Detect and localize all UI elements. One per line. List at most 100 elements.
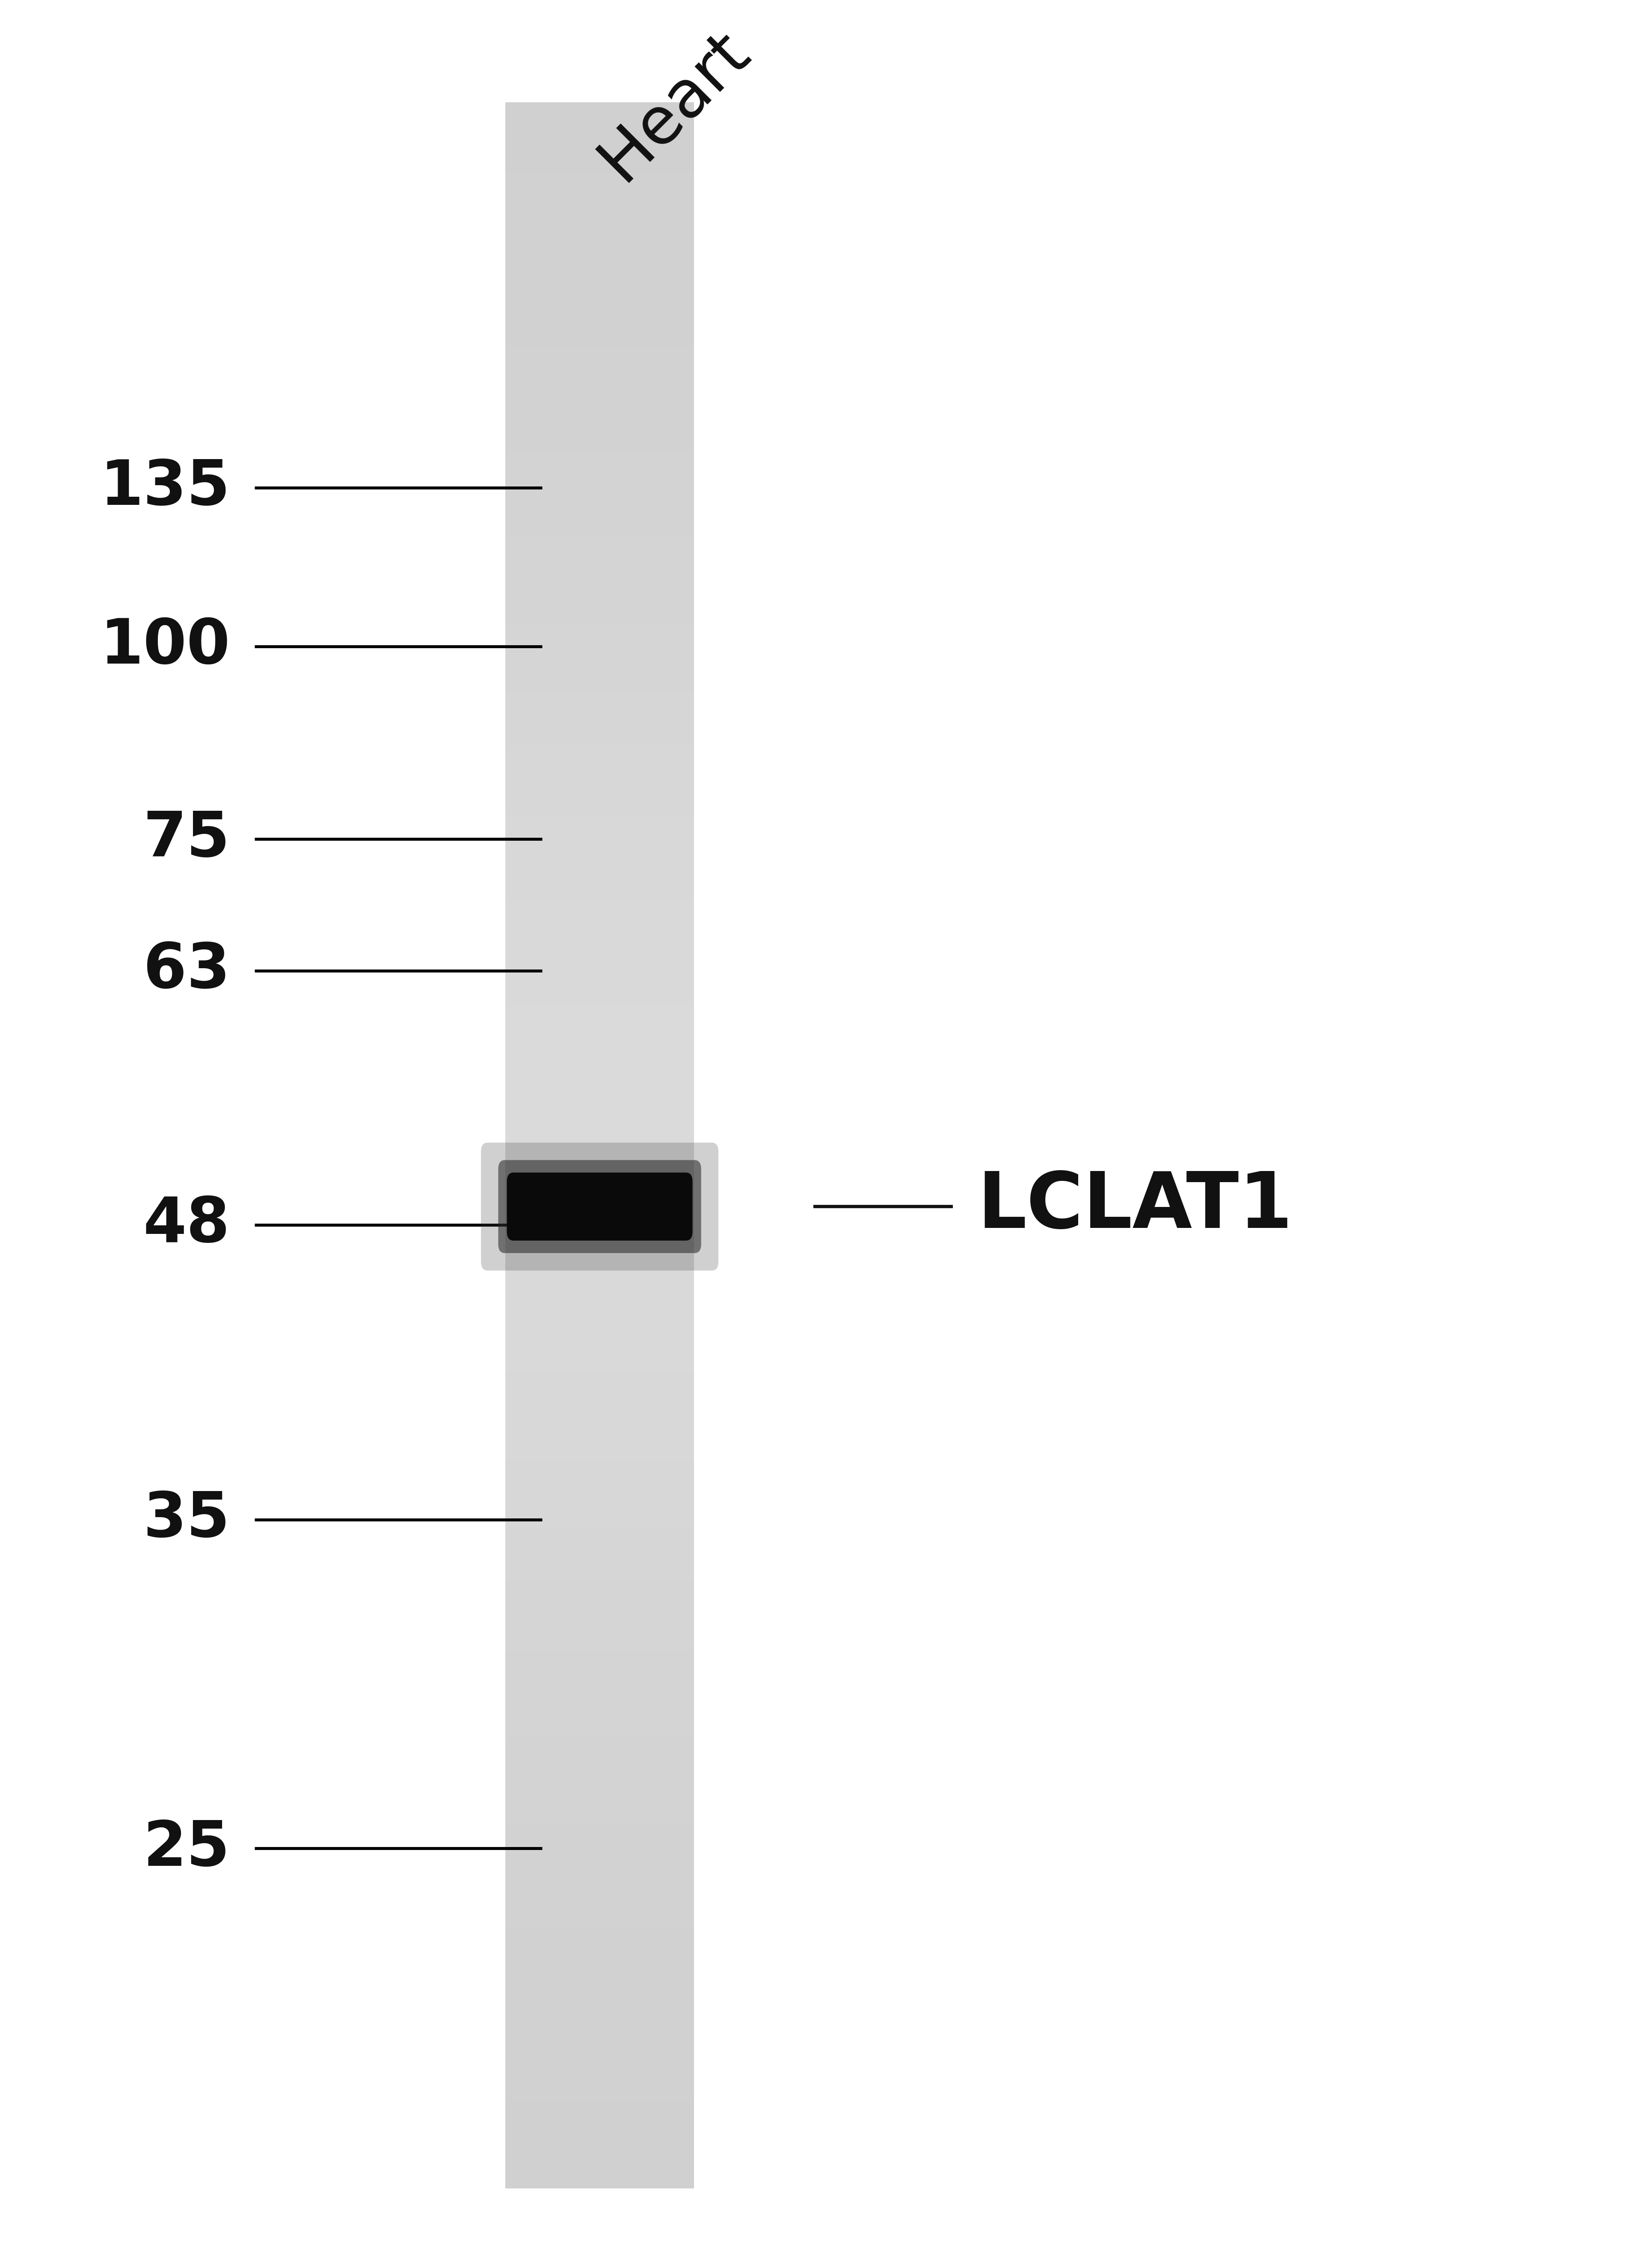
Bar xyxy=(506,1041,693,1059)
Bar xyxy=(506,1876,693,1894)
Bar xyxy=(506,1440,693,1458)
Bar xyxy=(506,2084,693,2102)
Bar xyxy=(506,415,693,433)
Bar xyxy=(506,1458,693,1476)
Bar xyxy=(506,311,693,329)
Bar xyxy=(506,1615,693,1633)
Bar xyxy=(506,1093,693,1111)
Bar xyxy=(506,240,693,259)
Bar xyxy=(506,1268,693,1284)
Bar xyxy=(506,1250,693,1268)
Bar xyxy=(506,1023,693,1041)
Bar xyxy=(506,1597,693,1615)
Bar xyxy=(506,2102,693,2118)
Bar xyxy=(506,102,693,120)
Bar xyxy=(506,676,693,694)
Bar xyxy=(506,2032,693,2050)
Bar xyxy=(506,553,693,572)
Bar xyxy=(506,832,693,850)
Text: Heart: Heart xyxy=(588,18,761,193)
Bar xyxy=(506,485,693,501)
Bar xyxy=(506,1320,693,1336)
Bar xyxy=(506,188,693,206)
Bar xyxy=(506,1962,693,1980)
Bar xyxy=(506,746,693,762)
Bar xyxy=(506,1075,693,1093)
Bar xyxy=(506,1805,693,1823)
Bar xyxy=(506,1753,693,1771)
Bar xyxy=(506,1529,693,1545)
Bar xyxy=(506,433,693,449)
Bar xyxy=(506,1980,693,1998)
Bar xyxy=(506,1492,693,1510)
Bar xyxy=(506,363,693,381)
Bar xyxy=(506,642,693,658)
Bar xyxy=(506,2066,693,2084)
Bar xyxy=(506,1216,693,1232)
Bar xyxy=(506,572,693,590)
Bar xyxy=(506,1823,693,1842)
Text: 48: 48 xyxy=(143,1195,230,1254)
Bar xyxy=(506,1581,693,1597)
Bar xyxy=(506,1336,693,1354)
Bar xyxy=(506,658,693,676)
Bar xyxy=(506,1198,693,1216)
Bar xyxy=(506,1701,693,1719)
Bar xyxy=(506,120,693,136)
Bar xyxy=(506,903,693,919)
Bar xyxy=(506,1354,693,1372)
Bar xyxy=(506,1111,693,1127)
Text: LCLAT1: LCLAT1 xyxy=(978,1168,1293,1245)
Bar xyxy=(506,1145,693,1163)
Bar xyxy=(506,850,693,866)
Bar xyxy=(506,1685,693,1701)
Bar xyxy=(506,1894,693,1910)
Bar xyxy=(506,1179,693,1198)
Bar xyxy=(506,467,693,485)
Bar xyxy=(506,206,693,225)
Bar xyxy=(506,1928,693,1946)
Bar xyxy=(506,1302,693,1320)
Bar xyxy=(506,172,693,188)
Bar xyxy=(506,1649,693,1667)
Bar xyxy=(506,1910,693,1928)
Bar xyxy=(506,2170,693,2189)
Bar xyxy=(506,1007,693,1023)
Bar xyxy=(506,1406,693,1424)
Bar xyxy=(506,814,693,832)
Bar xyxy=(506,937,693,955)
Bar xyxy=(506,780,693,798)
Bar xyxy=(506,225,693,240)
Bar xyxy=(506,694,693,710)
Bar xyxy=(506,345,693,363)
FancyBboxPatch shape xyxy=(506,1173,693,1241)
Bar xyxy=(506,762,693,780)
Bar xyxy=(506,501,693,519)
Bar xyxy=(506,1857,693,1876)
Bar xyxy=(506,136,693,154)
Bar xyxy=(506,590,693,606)
Bar xyxy=(506,1737,693,1753)
Text: 35: 35 xyxy=(143,1490,230,1549)
FancyBboxPatch shape xyxy=(498,1161,702,1252)
Bar xyxy=(506,1388,693,1406)
Bar xyxy=(506,2155,693,2170)
Bar xyxy=(506,1127,693,1145)
Bar xyxy=(506,2050,693,2066)
Bar xyxy=(506,1232,693,1250)
Bar xyxy=(506,624,693,642)
Bar xyxy=(506,397,693,415)
Bar xyxy=(506,1789,693,1805)
Bar xyxy=(506,866,693,885)
Bar xyxy=(506,728,693,746)
Bar xyxy=(506,329,693,345)
Bar xyxy=(506,538,693,553)
Bar xyxy=(506,1510,693,1529)
Bar xyxy=(506,919,693,937)
Bar xyxy=(506,1719,693,1737)
Bar xyxy=(506,1284,693,1302)
Text: 100: 100 xyxy=(100,617,230,676)
Bar xyxy=(506,710,693,728)
Bar xyxy=(506,971,693,989)
Text: 75: 75 xyxy=(143,810,230,869)
